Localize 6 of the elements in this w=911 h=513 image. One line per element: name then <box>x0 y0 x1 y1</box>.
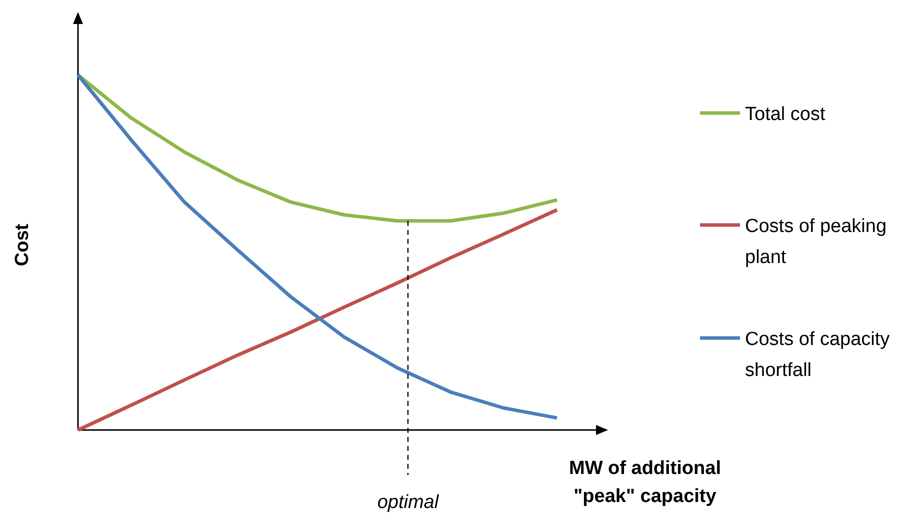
legend-label: Costs of capacity shortfall <box>745 329 890 381</box>
legend-label: Costs of peaking plant <box>745 216 887 268</box>
legend-label: Total cost <box>745 104 826 125</box>
text: optimal <box>377 492 440 513</box>
y-axis-title: Cost <box>12 223 33 266</box>
x-axis-title: MW of additional "peak" capacity <box>569 458 721 507</box>
